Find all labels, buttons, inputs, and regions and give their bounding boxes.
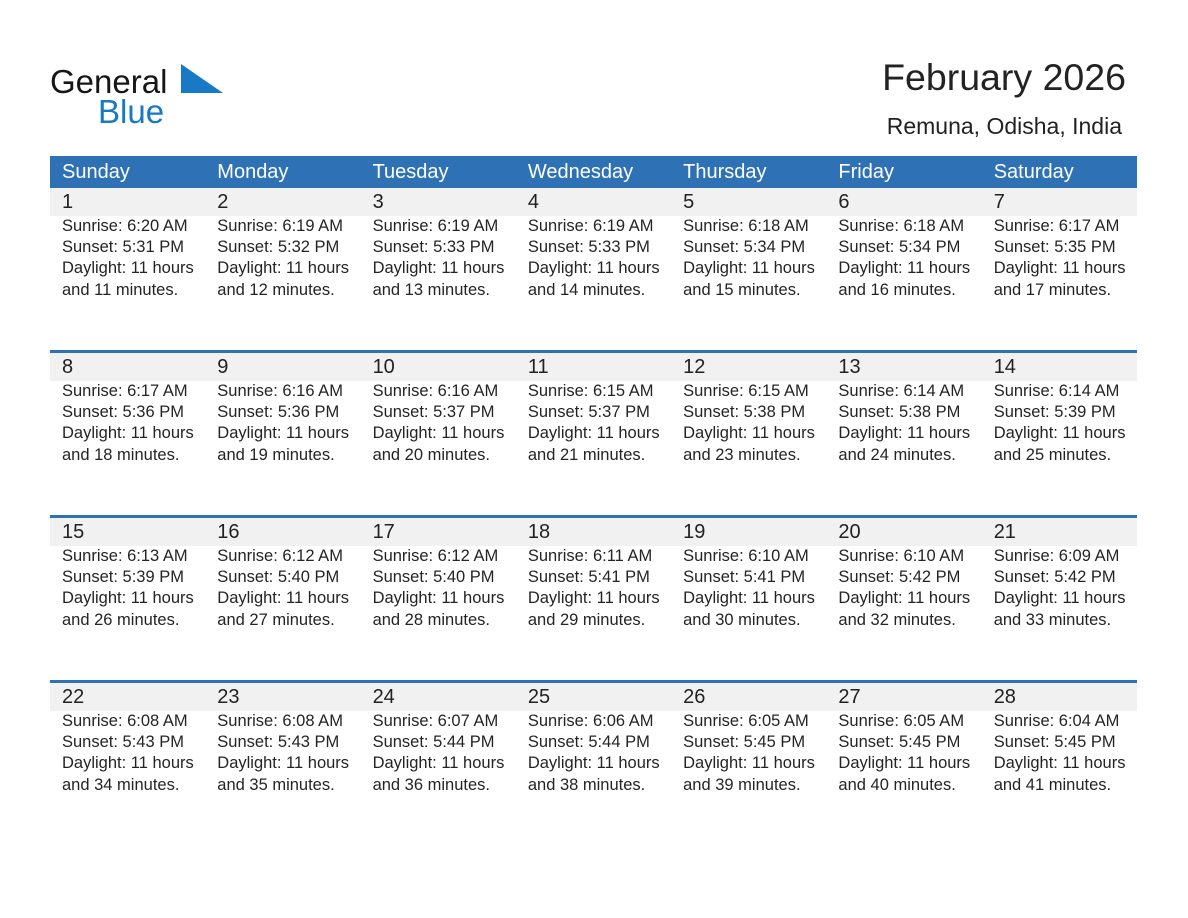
svg-text:Blue: Blue	[98, 93, 164, 130]
